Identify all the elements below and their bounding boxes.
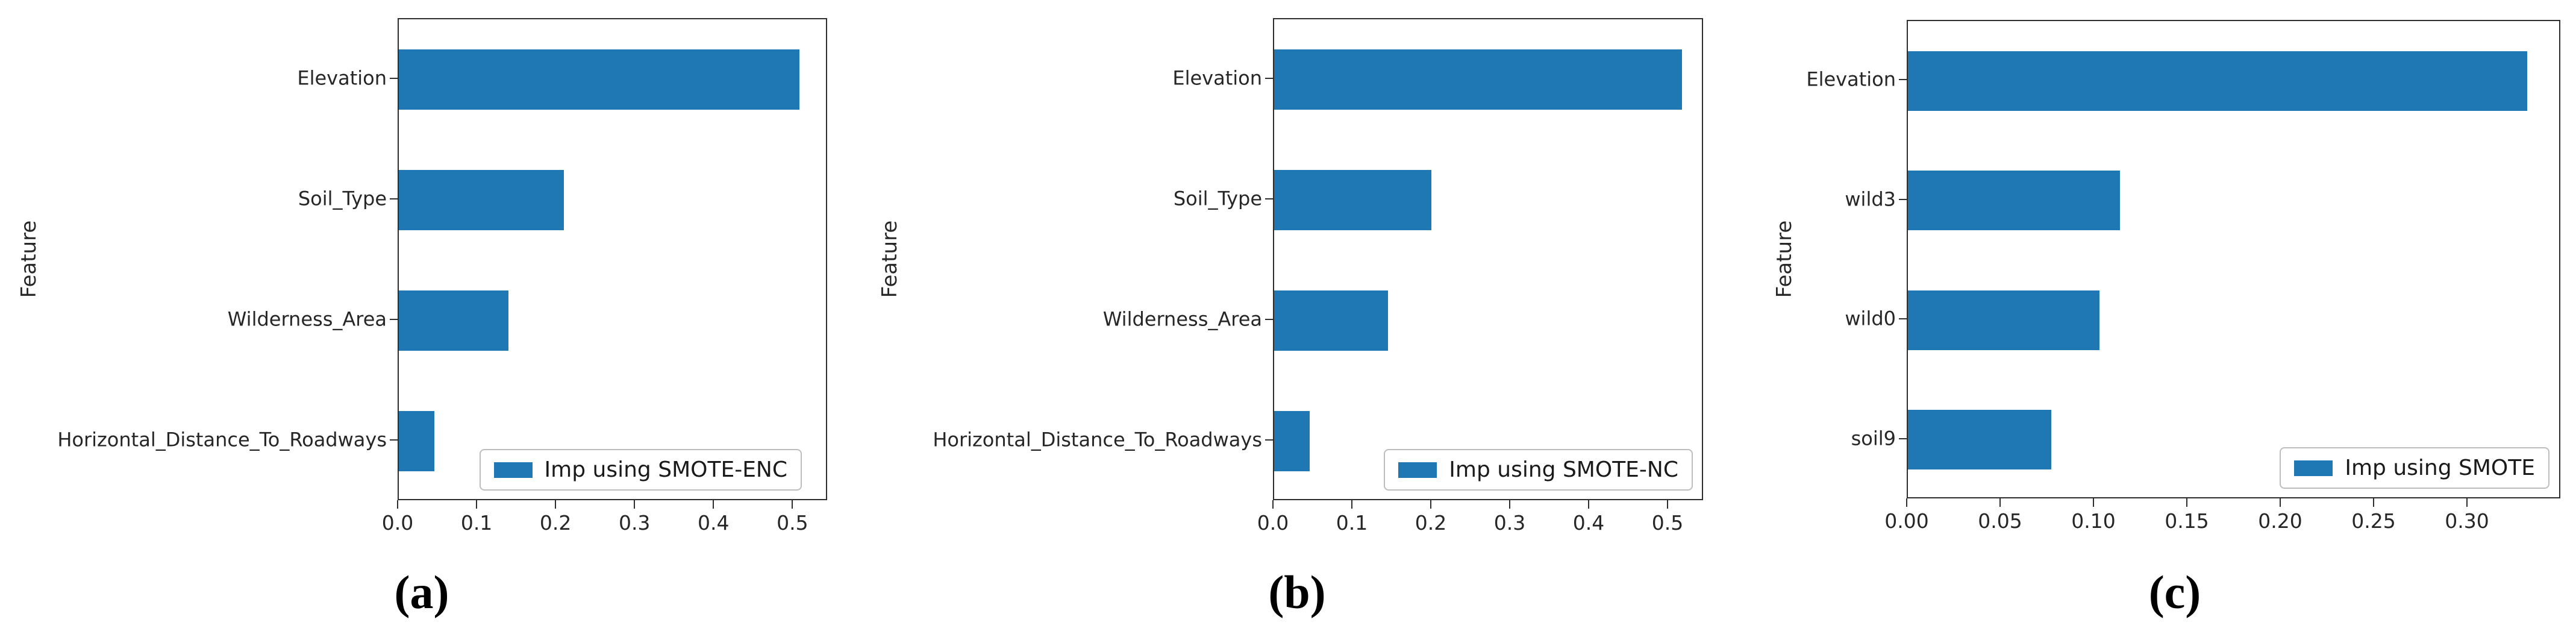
category-label: wild0 <box>1845 307 1896 330</box>
importance-bar <box>1908 290 2100 350</box>
chart-panel-a: Feature Imp using SMOTE-ENC Elevation Soil_… <box>0 0 858 634</box>
legend-label: Imp using SMOTE-NC <box>1449 457 1678 482</box>
category-label: Horizontal_Distance_To_Roadways <box>57 428 387 451</box>
y-tick-mark <box>390 78 398 79</box>
category-label: soil9 <box>1851 427 1896 450</box>
category-label: Soil_Type <box>298 187 387 210</box>
x-tick-label: 0.3 <box>618 511 651 535</box>
x-tick-label: 0.10 <box>2071 509 2116 533</box>
y-tick-mark <box>1265 319 1273 320</box>
importance-bar <box>1274 411 1310 471</box>
category-label: Elevation <box>297 66 387 90</box>
y-tick-mark <box>1899 198 1907 200</box>
x-tick-mark <box>1351 500 1352 509</box>
chart-panel-c: Feature Imp using SMOTE Elevation wild3 wild… <box>1717 0 2576 634</box>
x-tick-mark <box>1588 500 1590 509</box>
subfigure-caption: (a) <box>394 566 449 618</box>
category-label: Wilderness_Area <box>227 307 387 331</box>
category-label: Elevation <box>1806 67 1896 91</box>
category-label: Wilderness_Area <box>1102 307 1262 331</box>
x-tick-mark <box>792 500 793 509</box>
legend-swatch-icon <box>493 462 533 478</box>
y-axis-label: Feature <box>878 220 902 298</box>
legend: Imp using SMOTE-NC <box>1384 449 1693 491</box>
category-label: Horizontal_Distance_To_Roadways <box>933 428 1262 451</box>
y-tick-mark <box>1265 78 1273 79</box>
y-tick-mark <box>390 319 398 320</box>
y-tick-mark <box>1899 318 1907 320</box>
x-tick-label: 0.0 <box>1257 511 1289 535</box>
x-tick-mark <box>555 500 557 509</box>
x-tick-label: 0.00 <box>1884 509 1929 533</box>
importance-bar <box>1274 49 1683 110</box>
legend: Imp using SMOTE <box>2280 447 2549 489</box>
x-tick-mark <box>476 500 478 509</box>
importance-bar <box>1274 170 1431 230</box>
y-tick-mark <box>1899 438 1907 439</box>
x-tick-mark <box>1667 500 1669 509</box>
plot-area: Imp using SMOTE-ENC <box>398 18 827 500</box>
importance-bar <box>1908 171 2121 231</box>
chart-panel-b: Feature Imp using SMOTE-NC Elevation Soil_T… <box>858 0 1717 634</box>
x-tick-mark <box>2093 498 2094 507</box>
y-tick-mark <box>1899 79 1907 81</box>
x-tick-label: 0.2 <box>539 511 572 535</box>
plot-area: Imp using SMOTE <box>1907 20 2560 498</box>
plot-area: Imp using SMOTE-NC <box>1273 18 1703 500</box>
x-tick-mark <box>2280 498 2281 507</box>
y-tick-mark <box>1265 198 1273 199</box>
x-tick-label: 0.25 <box>2351 509 2396 533</box>
x-tick-label: 0.5 <box>1651 511 1684 535</box>
x-tick-label: 0.4 <box>1572 511 1605 535</box>
importance-bar <box>399 49 799 110</box>
subfigure-caption: (b) <box>1268 566 1326 618</box>
x-tick-label: 0.4 <box>698 511 730 535</box>
importance-bar <box>399 290 509 351</box>
category-label: Soil_Type <box>1173 187 1262 210</box>
x-tick-mark <box>397 500 398 509</box>
importance-bar <box>1274 290 1388 351</box>
subfigure-caption: (c) <box>2148 566 2201 618</box>
y-axis-label: Feature <box>17 220 41 298</box>
x-tick-mark <box>1509 500 1511 509</box>
y-tick-mark <box>390 439 398 441</box>
x-tick-mark <box>713 500 714 509</box>
x-tick-label: 0.15 <box>2165 509 2209 533</box>
x-tick-mark <box>1430 500 1432 509</box>
x-tick-label: 0.5 <box>777 511 808 535</box>
x-tick-label: 0.0 <box>381 511 414 535</box>
x-tick-label: 0.3 <box>1493 511 1526 535</box>
legend-label: Imp using SMOTE-ENC <box>544 457 787 482</box>
x-tick-label: 0.1 <box>460 511 493 535</box>
importance-bar <box>399 411 434 471</box>
y-tick-mark <box>1265 439 1273 441</box>
x-tick-label: 0.2 <box>1415 511 1447 535</box>
y-axis-label: Feature <box>1772 220 1796 298</box>
legend-label: Imp using SMOTE <box>2345 456 2535 480</box>
x-tick-mark <box>2466 498 2468 507</box>
legend: Imp using SMOTE-ENC <box>479 449 802 491</box>
x-tick-mark <box>1272 500 1274 509</box>
importance-bar <box>1908 51 2528 111</box>
x-tick-label: 0.30 <box>2445 509 2489 533</box>
importance-bar <box>399 170 564 230</box>
x-tick-mark <box>2373 498 2374 507</box>
x-tick-mark <box>1999 498 2001 507</box>
x-tick-label: 0.1 <box>1336 511 1368 535</box>
legend-swatch-icon <box>2294 460 2333 476</box>
x-tick-mark <box>2186 498 2187 507</box>
x-tick-mark <box>1906 498 1907 507</box>
x-tick-mark <box>634 500 636 509</box>
y-tick-mark <box>390 198 398 199</box>
legend-swatch-icon <box>1398 462 1437 478</box>
importance-bar <box>1908 410 2051 470</box>
category-label: wild3 <box>1845 187 1896 211</box>
x-tick-label: 0.05 <box>1978 509 2022 533</box>
category-label: Elevation <box>1172 66 1262 90</box>
x-tick-label: 0.20 <box>2258 509 2302 533</box>
